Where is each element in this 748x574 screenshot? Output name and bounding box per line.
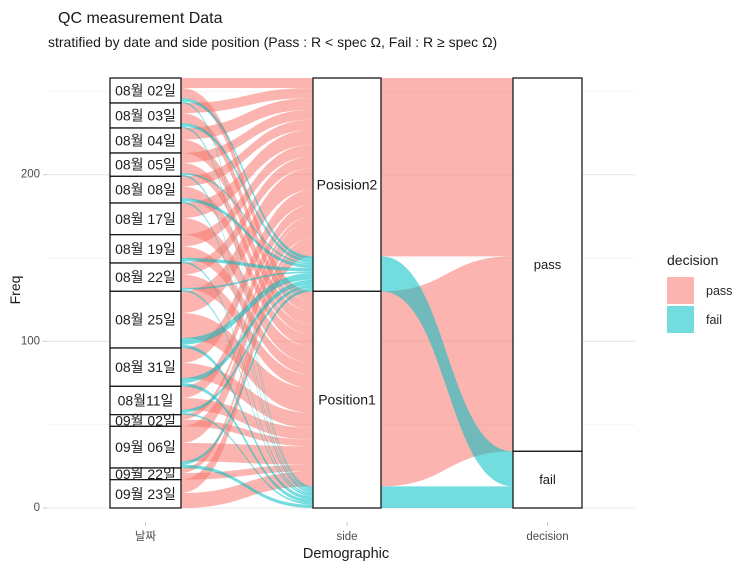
stratum-label: 08월11일 [118, 393, 174, 409]
y-tick-label: 200 [21, 169, 40, 181]
flow-ribbon-fail [181, 273, 313, 345]
stratum-label: Posision2 [317, 177, 378, 193]
stratum-label: 08월 03일 [115, 108, 176, 124]
flow-ribbon-pass [181, 88, 313, 113]
stratum-label: pass [534, 257, 562, 272]
chart-title: QC measurement Data [58, 10, 223, 27]
flow-ribbon-pass [181, 119, 313, 187]
legend-label-pass: pass [706, 283, 733, 298]
flow-ribbon-fail [181, 173, 313, 265]
flow-ribbon-fail [181, 464, 313, 508]
chart-subtitle: stratified by date and side position (Pa… [48, 34, 498, 50]
x-tick-label: side [336, 531, 357, 543]
stratum-box [512, 450, 583, 509]
flow-ribbon-pass [181, 156, 313, 275]
fail-flows-group [181, 98, 513, 508]
flow-ribbon-pass [181, 204, 313, 398]
x-tick-label: decision [526, 531, 568, 543]
stratum-label: 08월 31일 [115, 359, 176, 375]
stratum-label: 09월 06일 [115, 439, 176, 455]
x-tick-label: 날짜 [135, 530, 157, 543]
flow-ribbon-fail [181, 123, 313, 263]
flow-ribbon-fail [381, 256, 513, 487]
legend-key-pass: pass [667, 277, 732, 304]
stratum-box [109, 234, 182, 264]
flow-ribbon-pass [181, 238, 313, 473]
flow-ribbon-pass [181, 78, 313, 88]
stratum-box [109, 347, 182, 387]
legend-swatch-fail [667, 306, 694, 333]
flow-ribbon-pass [181, 144, 313, 247]
flow-ribbon-fail [181, 279, 313, 383]
stratum-label: Position1 [318, 392, 376, 408]
stratum-label: 08월 02일 [115, 83, 176, 99]
flow-ribbon-pass [181, 218, 313, 363]
stratum-label: 08월 17일 [115, 211, 176, 227]
stratum-box [109, 127, 182, 154]
flow-ribbon-fail [381, 486, 513, 508]
legend-swatch-pass [667, 277, 694, 304]
flow-ribbon-fail [181, 413, 313, 505]
stratum-label: 08월 04일 [115, 133, 176, 149]
legend-label-fail: fail [706, 312, 722, 327]
legend: decision pass fail [667, 252, 732, 335]
stratum-box [312, 77, 382, 292]
flow-ribbon-fail [181, 101, 313, 488]
flow-ribbon-pass [181, 189, 313, 363]
flow-ribbon-pass [181, 216, 313, 420]
flow-ribbon-pass [181, 109, 313, 163]
flow-ribbon-pass [181, 419, 313, 447]
flow-ribbon-pass [181, 98, 313, 140]
stratum-label: 08월 05일 [115, 157, 176, 173]
stratum-box [109, 102, 182, 129]
y-axis-title: Freq [7, 275, 23, 305]
flow-ribbon-pass [181, 363, 313, 428]
stratum-box [109, 290, 182, 349]
stratum-box [312, 290, 382, 509]
legend-key-fail: fail [667, 306, 732, 333]
stratum-box [109, 425, 182, 469]
flow-ribbon-pass [381, 78, 513, 257]
flow-ribbon-pass [181, 464, 313, 480]
flow-ribbon-fail [181, 258, 313, 272]
stratum-label: fail [539, 472, 556, 487]
flow-ribbon-fail [181, 98, 313, 260]
stratum-label: 08월 25일 [115, 312, 176, 328]
flow-ribbon-fail [181, 383, 313, 503]
stratum-label: 09월 02일 [115, 413, 176, 429]
flow-ribbon-fail [181, 284, 313, 413]
flow-ribbon-fail [181, 289, 313, 497]
y-tick-label: 100 [21, 335, 40, 347]
legend-title: decision [667, 252, 719, 268]
stratum-label: 08월 19일 [115, 241, 176, 257]
flow-ribbon-fail [181, 198, 313, 268]
stratum-box [512, 77, 583, 452]
flow-ribbon-pass [181, 129, 313, 218]
flow-ribbon-fail [181, 288, 313, 465]
flow-ribbon-pass [181, 243, 313, 493]
x-axis-title: Demographic [302, 546, 390, 562]
stratum-label: 09월 23일 [115, 486, 176, 502]
stratum-label: 08월 08일 [115, 182, 176, 198]
stratum-box [109, 202, 182, 236]
stratum-box [109, 385, 182, 416]
stratum-label: 08월 22일 [115, 269, 176, 285]
flow-ribbon-pass [181, 168, 313, 313]
flow-ribbon-fail [181, 344, 313, 500]
stratum-box [109, 77, 182, 104]
stratum-box [109, 479, 182, 509]
y-tick-label: 0 [34, 502, 40, 514]
flow-ribbon-fail [181, 271, 313, 290]
stratum-label: 09월 22일 [115, 466, 176, 482]
